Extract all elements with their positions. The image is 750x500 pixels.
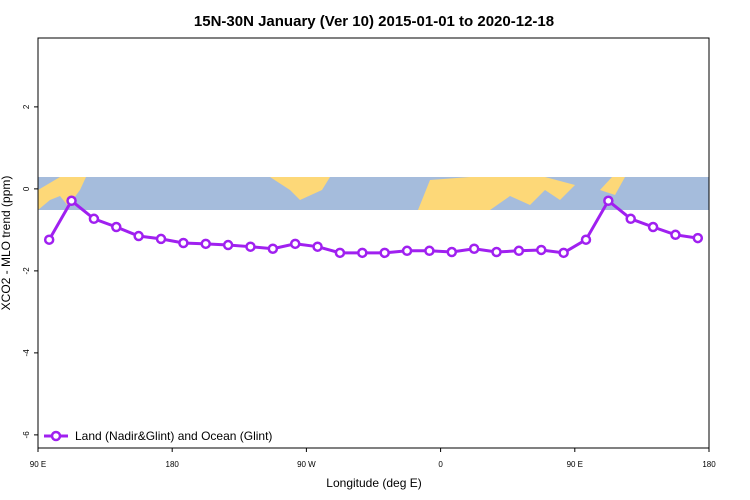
x-tick-label: 180 (166, 460, 180, 469)
land (38, 177, 86, 210)
data-point (647, 221, 659, 233)
y-tick-label: 0 (22, 186, 31, 191)
data-point (88, 213, 100, 225)
data-point (178, 237, 189, 249)
data-point (133, 230, 144, 242)
legend-label: Land (Nadir&Glint) and Ocean (Glint) (75, 429, 272, 443)
data-point (692, 232, 704, 244)
data-point (670, 229, 681, 241)
data-point (155, 233, 167, 245)
data-point (468, 243, 480, 254)
data-point (200, 238, 211, 250)
x-tick-label: 0 (438, 460, 443, 469)
data-point (222, 239, 234, 251)
y-axis-label: XCO2 - MLO trend (ppm) (0, 176, 13, 311)
legend-marker (50, 430, 62, 442)
x-tick-label: 90 E (30, 460, 46, 469)
ocean (38, 177, 709, 210)
x-tick-label: 180 (702, 460, 716, 469)
land (418, 177, 575, 210)
data-point (491, 246, 502, 258)
y-tick-label: -4 (22, 349, 31, 357)
land (600, 177, 625, 195)
data-point (446, 246, 458, 258)
data-point (625, 213, 636, 225)
data-point (513, 245, 525, 257)
data-point (603, 195, 614, 207)
y-tick-label: -6 (22, 431, 31, 439)
data-point (267, 243, 279, 254)
x-axis-label: Longitude (deg E) (326, 476, 421, 490)
data-point (357, 247, 368, 259)
map-background (38, 177, 709, 210)
chart-title: 15N-30N January (Ver 10) 2015-01-01 to 2… (194, 13, 554, 30)
x-tick-label: 90 E (567, 460, 583, 469)
data-point (43, 234, 55, 245)
data-point (111, 221, 122, 233)
data-point (245, 241, 256, 252)
y-tick-label: -2 (22, 267, 31, 275)
data-point (312, 241, 323, 252)
y-tick-label: 2 (22, 104, 31, 109)
data-point (580, 234, 592, 245)
data-point (66, 195, 77, 207)
data-point (536, 244, 547, 256)
data-point (289, 238, 301, 250)
data-point (424, 245, 435, 257)
x-tick-label: 90 W (297, 460, 316, 469)
data-point (379, 247, 390, 259)
plot-frame (37, 37, 710, 449)
data-point (558, 247, 569, 259)
data-point (401, 245, 413, 257)
land (270, 177, 330, 200)
data-point (334, 247, 346, 259)
